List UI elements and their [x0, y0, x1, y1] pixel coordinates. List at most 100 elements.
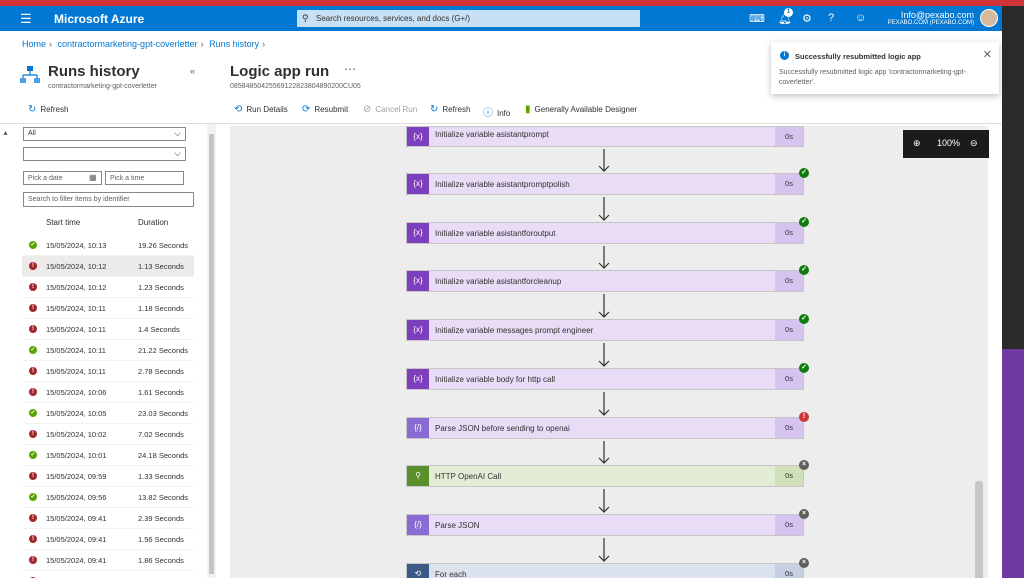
step-duration: 0s — [775, 515, 803, 535]
run-duration: 2.78 Seconds — [138, 367, 184, 376]
failed-icon: ! — [29, 556, 37, 564]
feedback-icon[interactable]: ☺ — [855, 12, 867, 24]
account-directory: PEXABO.COM (PEXABO.COM) — [887, 20, 974, 26]
run-row[interactable]: ! 15/05/2024, 10:12 1.13 Seconds — [22, 256, 194, 277]
workflow-step[interactable]: {x} Initialize variable asistantpromptpol… — [406, 168, 809, 195]
info-button[interactable]: ⓘ Info — [483, 108, 511, 119]
breadcrumb-runs-history[interactable]: Runs history — [209, 39, 260, 49]
global-search-input[interactable]: ⚲ Search resources, services, and docs (… — [297, 10, 640, 27]
refresh-icon: ↻ — [28, 104, 37, 115]
date-picker[interactable]: Pick a date — [23, 171, 102, 185]
run-row[interactable]: !15/05/2024, 09:401.53 Seconds — [22, 571, 194, 578]
step-duration: 0s — [775, 174, 803, 194]
var-action-icon: {x} — [407, 271, 429, 291]
run-duration: 1.56 Seconds — [138, 535, 184, 544]
notification-toast: i Successfully resubmitted logic app ✕ S… — [771, 42, 999, 94]
menu-icon[interactable]: ☰ — [20, 11, 32, 26]
workflow-step[interactable]: ⟲ For each 0s × — [406, 558, 809, 578]
run-row[interactable]: ! 15/05/2024, 10:06 1.61 Seconds — [22, 382, 194, 403]
avatar[interactable] — [980, 9, 998, 27]
run-row[interactable]: ! 15/05/2024, 10:11 1.4 Seconds — [22, 319, 194, 340]
success-check-icon: ✓ — [799, 217, 809, 227]
more-options-icon[interactable]: ⋯ — [344, 62, 356, 76]
step-duration: 0s — [775, 564, 803, 578]
workflow-step[interactable]: ⚲ HTTP OpenAI Call 0s × — [406, 460, 809, 487]
run-row[interactable]: ! 15/05/2024, 10:11 2.78 Seconds — [22, 361, 194, 382]
help-icon[interactable]: ? — [828, 12, 835, 24]
identifier-search-input[interactable]: Search to filter items by identifier — [23, 192, 194, 207]
scroll-thumb[interactable] — [209, 134, 214, 574]
flow-arrow-icon — [598, 197, 610, 221]
breadcrumb-home[interactable]: Home — [22, 39, 47, 49]
run-row[interactable]: ✓ 15/05/2024, 10:01 24.18 Seconds — [22, 445, 194, 466]
step-label: Initialize variable asistantpromptpolish — [435, 180, 570, 189]
run-duration: 1.18 Seconds — [138, 304, 184, 313]
toast-title: Successfully resubmitted logic app — [795, 52, 921, 61]
run-duration: 1.23 Seconds — [138, 283, 184, 292]
run-row[interactable]: ! 15/05/2024, 10:02 7.02 Seconds — [22, 424, 194, 445]
column-header-start-time[interactable]: Start time — [46, 218, 81, 227]
refresh-run-button[interactable]: ↻ Refresh — [430, 104, 471, 115]
secondary-filter-dropdown[interactable]: ⌵ — [23, 147, 186, 161]
close-icon[interactable]: ✕ — [982, 49, 992, 61]
account-info[interactable]: Info@pexabo.com PEXABO.COM (PEXABO.COM) — [888, 10, 974, 26]
settings-gear-icon[interactable]: ⚙ — [802, 13, 812, 25]
cancel-run-button[interactable]: ⊘ Cancel Run — [363, 104, 418, 115]
breadcrumb-logic-app[interactable]: contractormarketing-gpt-coverletter — [57, 39, 198, 49]
failed-icon: ! — [29, 304, 37, 312]
run-row[interactable]: ! 15/05/2024, 10:11 1.18 Seconds — [22, 298, 194, 319]
run-row[interactable]: ✓ 15/05/2024, 09:56 13.82 Seconds — [22, 487, 194, 508]
search-icon: ⚲ — [302, 13, 309, 23]
run-row[interactable]: ✓ 15/05/2024, 10:05 23.03 Seconds — [22, 403, 194, 424]
time-picker[interactable]: Pick a time — [105, 171, 184, 185]
zoom-out-icon[interactable]: ⊖ — [970, 138, 978, 148]
run-details-button[interactable]: ⟲ Run Details — [234, 104, 288, 115]
workflow-step[interactable]: {x} Initialize variable asistantforcleanu… — [406, 265, 809, 292]
step-duration: 0s — [775, 223, 803, 243]
run-row[interactable]: ! 15/05/2024, 09:41 1.56 Seconds — [22, 529, 194, 550]
scroll-up-icon[interactable]: ▲ — [2, 130, 9, 137]
workflow-step[interactable]: {x} Initialize variable asistantforoutput… — [406, 217, 809, 244]
zoom-in-icon[interactable]: ⊕ — [913, 138, 921, 148]
chevron-down-icon: ⌵ — [174, 128, 181, 138]
canvas-scrollbar[interactable] — [975, 481, 983, 578]
flow-arrow-icon — [598, 149, 610, 172]
runs-scrollbar[interactable] — [207, 124, 216, 578]
workflow-step[interactable]: {x} Initialize variable asistantprompt 0s — [406, 126, 804, 147]
status-filter-dropdown[interactable]: All ⌵ — [23, 127, 186, 141]
workflow-step[interactable]: {x} Initialize variable messages prompt e… — [406, 314, 809, 341]
calendar-icon[interactable]: ▦ — [89, 173, 97, 182]
background-edge — [1002, 6, 1024, 578]
workflow-step[interactable]: {/} Parse JSON 0s × — [406, 509, 809, 536]
success-check-icon: ✓ — [799, 314, 809, 324]
brand-title[interactable]: Microsoft Azure — [54, 12, 145, 26]
success-check-icon: ✓ — [799, 363, 809, 373]
run-row[interactable]: ! 15/05/2024, 10:12 1.23 Seconds — [22, 277, 194, 298]
workflow-step[interactable]: {x} Initialize variable body for http cal… — [406, 363, 809, 390]
success-check-icon: ✓ — [799, 168, 809, 178]
resubmit-button[interactable]: ⟳ Resubmit — [302, 104, 349, 115]
step-label: Parse JSON before sending to openai — [435, 424, 570, 433]
workflow-step[interactable]: {/} Parse JSON before sending to openai 0s… — [406, 412, 809, 439]
run-start-time: 15/05/2024, 10:01 — [46, 451, 107, 460]
run-row[interactable]: ! 15/05/2024, 09:41 1.86 Seconds — [22, 550, 194, 571]
succeeded-icon: ✓ — [29, 346, 37, 354]
run-row[interactable]: ✓ 15/05/2024, 10:11 21.22 Seconds — [22, 340, 194, 361]
run-row[interactable]: ! 15/05/2024, 09:59 1.33 Seconds — [22, 466, 194, 487]
step-label: Parse JSON — [435, 521, 480, 530]
column-header-duration[interactable]: Duration — [138, 218, 169, 227]
run-duration: 1.13 Seconds — [138, 262, 184, 271]
notification-badge: 1 — [784, 8, 793, 17]
collapse-pane-icon[interactable]: « — [190, 66, 196, 76]
step-duration: 0s — [775, 320, 803, 340]
cloud-shell-icon[interactable]: ⌨ — [749, 13, 765, 25]
page-title: Logic app run — [230, 63, 330, 80]
run-start-time: 15/05/2024, 09:59 — [46, 472, 107, 481]
refresh-button[interactable]: ↻ Refresh — [28, 104, 69, 115]
designer-button[interactable]: ▮ Generally Available Designer — [525, 104, 638, 115]
workflow-canvas[interactable] — [230, 126, 988, 578]
run-id: 08584850425569122823804890200CU05 — [230, 83, 361, 90]
run-row[interactable]: ! 15/05/2024, 09:41 2.39 Seconds — [22, 508, 194, 529]
run-start-time: 15/05/2024, 10:11 — [46, 367, 106, 376]
run-row[interactable]: ✓ 15/05/2024, 10:13 19.26 Seconds — [22, 235, 194, 256]
